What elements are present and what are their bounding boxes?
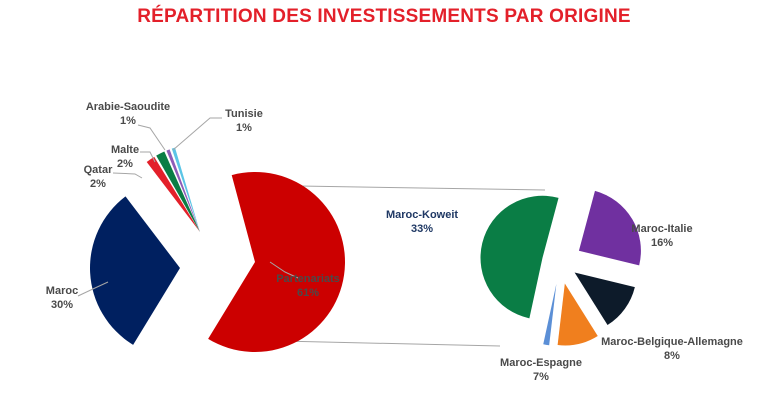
- label-malte: Malte 2%: [110, 144, 140, 170]
- label-arabie-saoudite: Arabie-Saoudite 1%: [85, 101, 171, 127]
- leader-qatar: [112, 172, 143, 179]
- slice-partenariats: [208, 172, 345, 352]
- slice-maroc: [90, 196, 180, 345]
- slice-qatar: [146, 156, 200, 232]
- leader-maroc: [77, 281, 109, 297]
- label-maroc-koweit: Maroc-Koweit 33%: [385, 209, 459, 235]
- leader-tunisie: [172, 117, 222, 151]
- slice-arabie-saoudite: [166, 149, 200, 232]
- label-maroc-espagne: Maroc-Espagne 7%: [500, 357, 582, 383]
- label-partenariats: Partenariats 61%: [276, 273, 340, 299]
- label-qatar: Qatar 2%: [83, 164, 113, 190]
- label-maroc: Maroc 30%: [45, 285, 79, 311]
- slice-malte: [156, 151, 200, 232]
- leader-partenariats: [269, 261, 299, 279]
- slice-unlabeled: [543, 283, 557, 346]
- leader-malte: [140, 151, 156, 163]
- label-maroc-italie: Maroc-Italie 16%: [631, 223, 693, 249]
- slice-tunisie: [171, 147, 200, 232]
- slice-maroc-italie: [578, 190, 641, 266]
- chart-title: RÉPARTITION DES INVESTISSEMENTS PAR ORIG…: [137, 6, 631, 27]
- label-tunisie: Tunisie 1%: [225, 108, 263, 134]
- leader-arabie-saoudite: [137, 124, 166, 151]
- label-maroc-belgique-allemagne: Maroc-Belgique-Allemagne 8%: [601, 336, 743, 362]
- slice-maroc-belgique-allemagne: [574, 272, 635, 326]
- slice-maroc-koweit: [480, 195, 559, 319]
- slice-maroc-espagne: [557, 283, 598, 346]
